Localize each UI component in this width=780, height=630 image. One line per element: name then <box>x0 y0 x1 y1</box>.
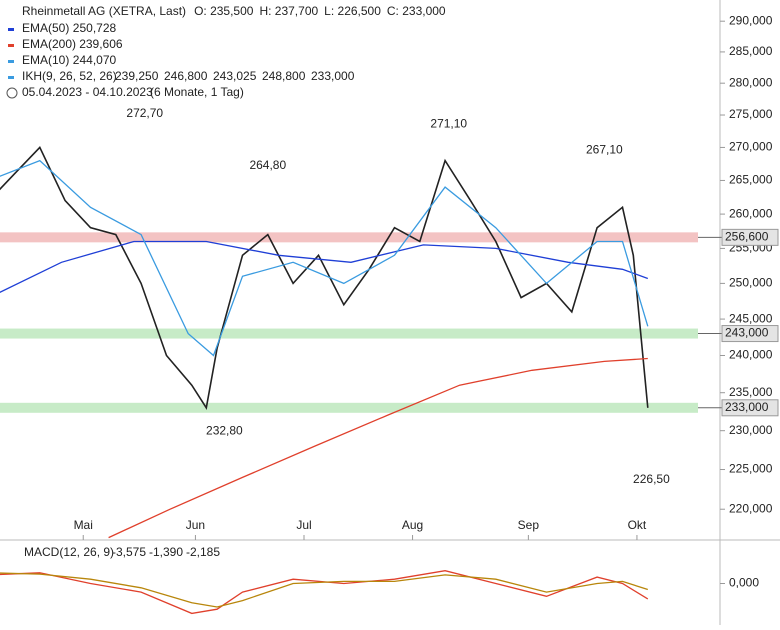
y-tick-label: 260,000 <box>729 206 773 220</box>
x-tick-label: Jun <box>186 518 205 532</box>
x-tick-label: Sep <box>518 518 540 532</box>
macd-title: MACD(12, 26, 9) <box>24 545 114 559</box>
price-annotation: 271,10 <box>430 116 467 130</box>
legend-text: O: 235,500 <box>194 4 254 18</box>
y-tick-label: 240,000 <box>729 348 773 362</box>
legend-name: EMA(200) <box>22 37 76 51</box>
legend-swatch <box>8 60 14 63</box>
legend-value: 248,800 <box>262 69 306 83</box>
level-band <box>0 328 698 339</box>
price-tag-label: 256,600 <box>725 230 769 244</box>
legend-swatch <box>8 76 14 79</box>
legend-swatch <box>8 28 14 31</box>
period-icon <box>6 87 18 99</box>
price-tag <box>721 399 779 417</box>
legend-name: IKH(9, 26, 52, 26) <box>22 69 117 83</box>
legend-text: C: 233,000 <box>387 4 446 18</box>
legend-value: 244,070 <box>73 53 117 67</box>
price-tag <box>721 325 779 343</box>
legend-value: 250,728 <box>73 21 117 35</box>
price-annotation: 272,70 <box>126 106 163 120</box>
legend-swatch <box>8 44 14 47</box>
price-tag-label: 233,000 <box>725 400 769 414</box>
y-tick-label: 225,000 <box>729 462 773 476</box>
y-tick-label: 235,000 <box>729 385 773 399</box>
series-line <box>108 357 648 539</box>
legend-name: EMA(10) <box>22 53 69 67</box>
legend-value: 243,025 <box>213 69 257 83</box>
legend-text: Rheinmetall AG (XETRA, Last) <box>22 4 186 18</box>
price-annotation: 267,10 <box>586 143 623 157</box>
y-tick-label: 0,000 <box>729 576 759 590</box>
series-line <box>0 240 649 294</box>
legend-value: 233,000 <box>311 69 355 83</box>
y-tick-label: 285,000 <box>729 44 773 58</box>
legend-name: EMA(50) <box>22 21 69 35</box>
x-tick-label: Okt <box>628 518 647 532</box>
legend-value: -3,575 <box>112 545 146 559</box>
series-line <box>0 146 649 410</box>
y-tick-label: 290,000 <box>729 13 773 27</box>
y-tick-label: 265,000 <box>729 173 773 187</box>
period-note: (6 Monate, 1 Tag) <box>150 85 244 99</box>
y-tick-label: 230,000 <box>729 423 773 437</box>
legend-text: L: 226,500 <box>324 4 381 18</box>
x-tick-label: Jul <box>296 518 311 532</box>
legend-title: Rheinmetall AG (XETRA, Last) O: 235,500 H:… <box>22 4 446 18</box>
y-tick-label: 250,000 <box>729 276 773 290</box>
price-annotation: 226,50 <box>633 472 670 486</box>
period: 05.04.2023 - 04.10.2023 <box>22 85 153 99</box>
legend-value: 239,250 <box>115 69 159 83</box>
price-tag <box>721 228 779 246</box>
x-tick-label: Aug <box>402 518 423 532</box>
legend-value: 239,606 <box>79 37 123 51</box>
y-tick-label: 245,000 <box>729 311 773 325</box>
series-line <box>0 159 649 357</box>
price-annotation: 264,80 <box>249 158 286 172</box>
series-line <box>0 572 648 608</box>
legend-value: -2,185 <box>186 545 220 559</box>
y-tick-label: 270,000 <box>729 140 773 154</box>
legend-value: 246,800 <box>164 69 208 83</box>
y-tick-label: 220,000 <box>729 501 773 515</box>
x-tick-label: Mai <box>74 518 93 532</box>
price-tag-label: 243,000 <box>725 326 769 340</box>
price-annotation: 232,80 <box>206 423 243 437</box>
level-band <box>0 402 698 413</box>
level-band <box>0 232 698 243</box>
legend-value: -1,390 <box>149 545 183 559</box>
y-tick-label: 275,000 <box>729 107 773 121</box>
y-tick-label: 280,000 <box>729 75 773 89</box>
legend-text: H: 237,700 <box>259 4 318 18</box>
series-line <box>0 570 649 615</box>
